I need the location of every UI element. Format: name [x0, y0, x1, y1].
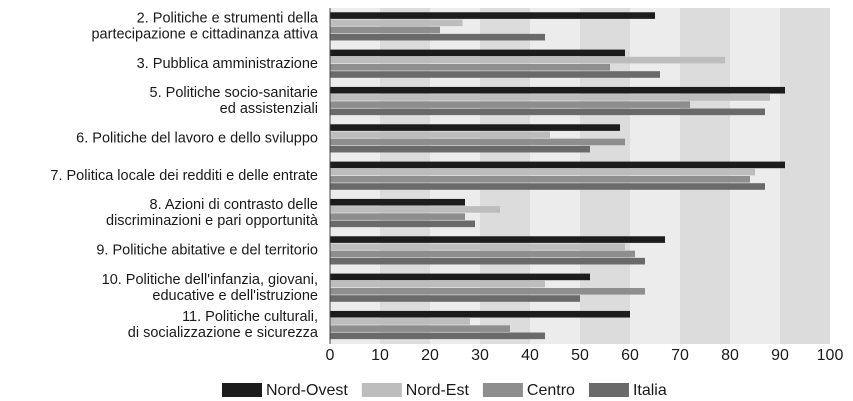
- y-tick-label: educative e dell'istruzione: [152, 288, 318, 304]
- bar: [330, 318, 470, 325]
- bar: [330, 257, 645, 265]
- x-tick-label: 80: [721, 347, 739, 364]
- y-tick-label: 6. Politiche del lavoro e dello sviluppo: [76, 130, 318, 146]
- legend-swatch: [222, 383, 262, 397]
- bar: [330, 94, 770, 101]
- legend-swatch: [482, 383, 523, 397]
- x-tick-label: 90: [771, 347, 789, 364]
- y-tick-label: 7. Politica locale dei redditi e delle e…: [50, 168, 318, 184]
- bar: [330, 19, 463, 27]
- legend-label: Nord-Est: [406, 382, 470, 399]
- bar: [330, 71, 660, 78]
- bar: [330, 250, 635, 258]
- bar: [330, 33, 545, 41]
- bar: [330, 26, 440, 34]
- x-tick-label: 0: [326, 347, 335, 364]
- bar: [330, 295, 580, 302]
- x-tick-label: 60: [621, 347, 639, 364]
- legend-label: Centro: [527, 382, 575, 399]
- bar: [330, 220, 475, 228]
- x-tick-label: 100: [817, 347, 844, 364]
- bar: [330, 176, 750, 183]
- bar: [330, 213, 465, 220]
- bar: [330, 325, 510, 332]
- bar: [330, 288, 645, 295]
- y-tick-label: 8. Azioni di contrasto delle: [150, 197, 318, 213]
- bar: [330, 236, 665, 243]
- y-tick-label: 10. Politiche dell'infanzia, giovani,: [102, 272, 318, 288]
- bar: [330, 56, 725, 64]
- legend-label: Italia: [633, 382, 667, 399]
- bar: [330, 332, 545, 340]
- bar: [330, 145, 590, 153]
- grid-band: [780, 8, 830, 344]
- legend-label: Nord-Ovest: [266, 382, 348, 399]
- bar: [330, 131, 550, 139]
- y-tick-label: 11. Politiche culturali,: [182, 309, 318, 325]
- bar: [330, 280, 545, 288]
- bar: [330, 198, 465, 206]
- bar: [330, 108, 765, 116]
- y-tick-label: discriminazioni e pari opportunità: [106, 213, 319, 229]
- y-tick-label: 5. Politiche socio-sanitarie: [150, 85, 318, 101]
- bar: [330, 124, 620, 131]
- x-tick-label: 50: [571, 347, 589, 364]
- bar: [330, 206, 500, 213]
- bar: [330, 86, 785, 94]
- bar: [330, 12, 655, 19]
- bar: [330, 161, 785, 169]
- legend-swatch: [588, 383, 629, 397]
- y-tick-label: 2. Politiche e strumenti della: [137, 10, 319, 26]
- y-tick-label: 3. Pubblica amministrazione: [137, 56, 318, 72]
- y-tick-label: partecipazione e cittadinanza attiva: [91, 26, 318, 42]
- bar: [330, 101, 690, 108]
- bar: [330, 243, 625, 251]
- x-tick-label: 30: [471, 347, 489, 364]
- bar: [330, 49, 625, 57]
- x-tick-label: 20: [421, 347, 439, 364]
- y-tick-label: di socializzazione e sicurezza: [128, 325, 319, 341]
- y-tick-label: ed assistenziali: [220, 101, 318, 117]
- bar: [330, 273, 590, 281]
- x-tick-label: 70: [671, 347, 689, 364]
- bar: [330, 183, 765, 190]
- bar: [330, 138, 625, 146]
- bar: [330, 310, 630, 318]
- legend-swatch: [361, 383, 402, 397]
- x-tick-label: 10: [371, 347, 389, 364]
- y-tick-label: 9. Politiche abitative e del territorio: [96, 242, 318, 258]
- x-tick-label: 40: [521, 347, 539, 364]
- bar: [330, 64, 610, 71]
- bar: [330, 168, 755, 176]
